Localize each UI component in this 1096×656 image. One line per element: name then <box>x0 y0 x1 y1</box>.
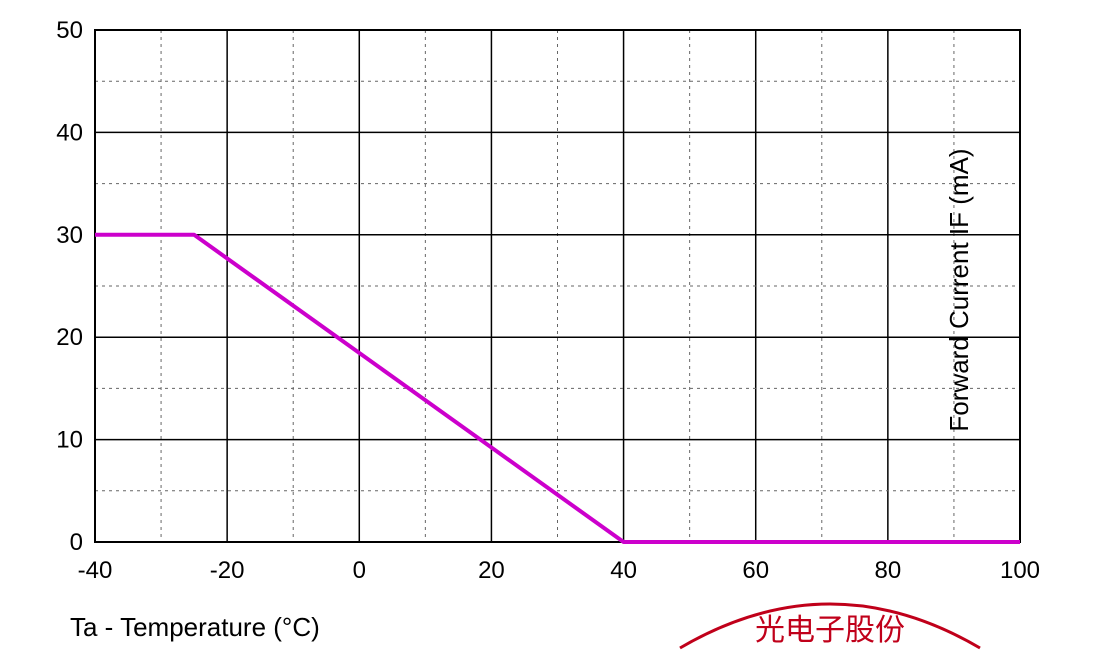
x-tick-label: 60 <box>742 557 769 584</box>
stamp-arc <box>679 602 981 650</box>
x-tick-label: 80 <box>875 557 902 584</box>
x-tick-label: 20 <box>478 557 505 584</box>
x-tick-label: 0 <box>353 557 366 584</box>
y-tick-label: 40 <box>56 119 83 146</box>
y-tick-label: 50 <box>56 17 83 44</box>
series-line-0 <box>95 232 1020 544</box>
x-tick-label: 100 <box>1000 557 1040 584</box>
y-axis-title: Forward Current IF (mA) <box>944 148 974 431</box>
company-stamp: 光电子股份 <box>679 602 981 650</box>
y-tick-labels: 0 10 20 30 40 50 <box>56 17 83 556</box>
stamp-text: 光电子股份 <box>755 613 905 648</box>
y-tick-label: 20 <box>56 324 83 351</box>
y-tick-label: 30 <box>56 222 83 249</box>
x-tick-label: -20 <box>210 557 245 584</box>
y-tick-label: 10 <box>56 427 83 454</box>
x-tick-label: -40 <box>78 557 113 584</box>
y-tick-label: 0 <box>70 529 83 556</box>
x-axis-title: Ta - Temperature (°C) <box>70 612 320 642</box>
series-layer <box>95 232 1020 544</box>
x-tick-label: 40 <box>610 557 637 584</box>
x-tick-labels: -40 -20 0 20 40 60 80 100 <box>78 557 1040 584</box>
plot-frame <box>94 29 1021 543</box>
